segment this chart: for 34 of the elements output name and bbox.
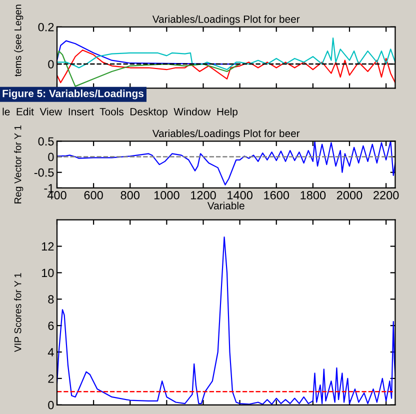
line-series: [56, 50, 240, 87]
x-tick-label: 1000: [154, 191, 180, 200]
x-tick-label: 600: [84, 191, 103, 200]
x-tick-label: 1800: [300, 191, 326, 200]
text: le Edit View Insert Tools Desktop Window Help: [2, 108, 238, 118]
x-tick-label: 2200: [374, 191, 399, 200]
y-axis-title: VIP Scores for Y 1: [14, 273, 22, 352]
line-series: [56, 50, 396, 84]
y-tick-label: 0: [48, 152, 54, 162]
x-tick-label: 1600: [264, 191, 290, 200]
y-tick-label: 2: [48, 374, 54, 383]
y-tick-label: 0: [48, 400, 54, 410]
x-tick-label: 2000: [336, 191, 362, 200]
y-tick-label: 0.2: [38, 22, 54, 32]
y-tick-label: 0: [48, 60, 54, 68]
y-tick-label: 0.5: [38, 137, 54, 146]
y-tick-label: 10: [42, 268, 54, 278]
y-tick-label: 8: [48, 295, 54, 304]
y-tick-label: 6: [48, 322, 54, 330]
x-tick-label: 1200: [191, 191, 216, 200]
y-tick-label: -0.5: [34, 168, 54, 177]
line-series: [56, 37, 396, 70]
x-axis-title: Variable: [207, 202, 244, 210]
y-axis-title: Reg Vector for Y 1: [14, 125, 24, 204]
x-tick-label: 400: [47, 191, 66, 200]
chart-title: Variables/Loadings Plot for beer: [152, 129, 300, 140]
x-tick-label: 1400: [228, 191, 252, 200]
x-tick-label: 800: [120, 191, 140, 200]
caption: Figure 5: Variables/Loadings: [2, 90, 144, 100]
y-axis-title: tems (see Legen: [14, 4, 24, 76]
y-tick-label: 4: [48, 348, 54, 356]
chart-title: Variables/Loadings Plot for beer: [152, 15, 300, 25]
line-series: [56, 141, 396, 186]
y-tick-label: 12: [42, 242, 54, 251]
